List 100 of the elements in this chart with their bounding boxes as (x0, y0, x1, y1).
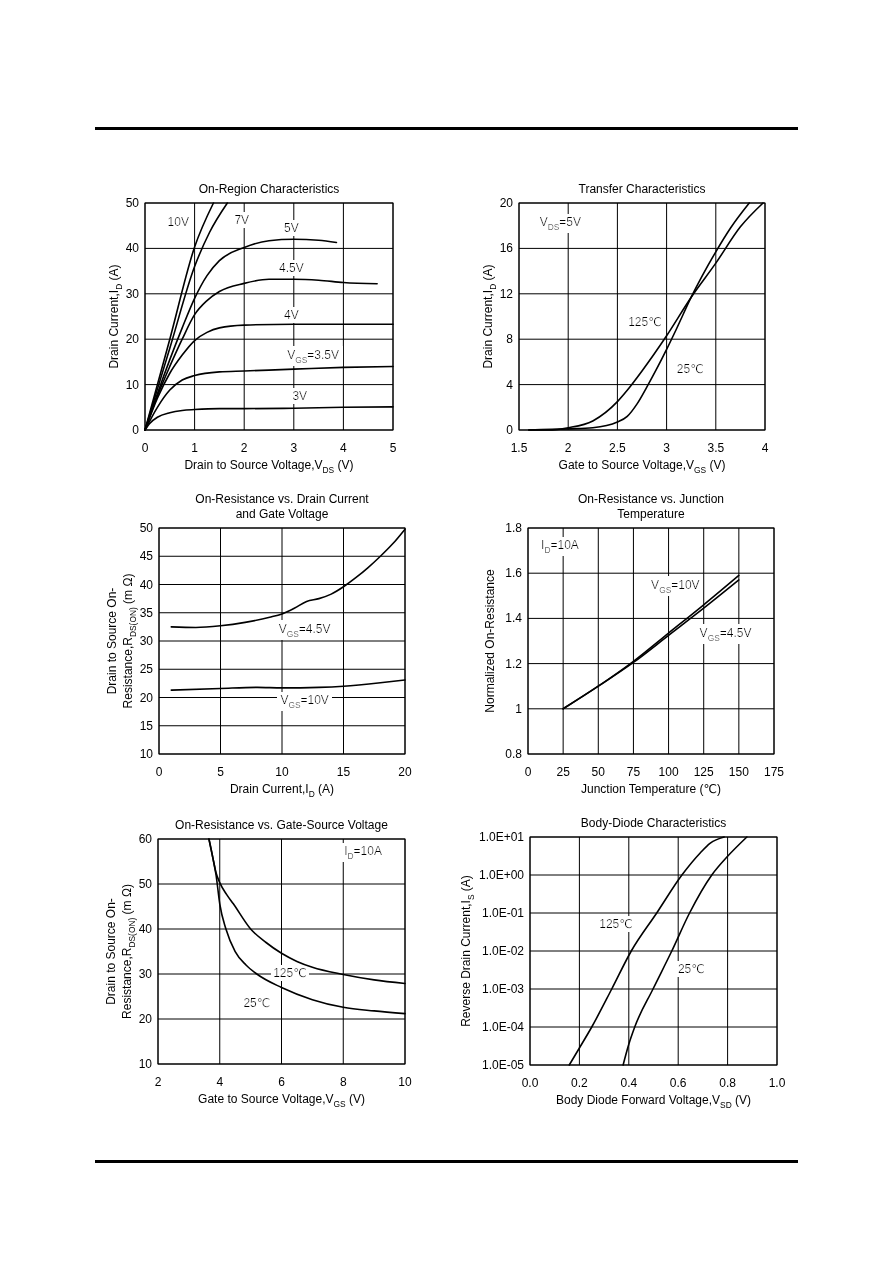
x-tick-label: 4 (216, 1075, 224, 1089)
x-tick-label: 2 (564, 441, 572, 455)
y-tick-label: 1.6 (505, 566, 523, 581)
x-tick-label: 1.0 (768, 1076, 786, 1090)
x-axis-title: Body Diode Forward Voltage,V$_{SD}$ (V) (555, 1093, 752, 1110)
x-tick-label: 50 (591, 765, 606, 779)
y-axis-title: Normalized On-Resistance (483, 568, 498, 713)
x-tick-label: 0 (155, 765, 163, 779)
series-label: 3V (292, 388, 308, 403)
x-tick-label: 10 (275, 765, 289, 779)
x-tick-label: 2 (154, 1075, 162, 1089)
series-label: V$_{GS}$=10V (280, 692, 329, 710)
y-tick-label: 1.0E-04 (481, 1020, 525, 1034)
y-tick-label: 45 (139, 549, 154, 564)
y-tick-label: 40 (138, 922, 153, 936)
x-tick-label: 4 (340, 441, 348, 455)
y-tick-label: 1.0E-03 (481, 982, 525, 996)
x-tick-label: 150 (728, 765, 750, 779)
y-tick-label: 20 (125, 332, 140, 347)
y-tick-label: 4 (506, 377, 514, 392)
x-tick-label: 1 (191, 441, 199, 455)
x-tick-label: 125 (693, 765, 715, 779)
x-tick-label: 4 (761, 441, 769, 455)
annotation: I$_{D}$=10A (541, 537, 579, 555)
y-tick-label: 1 (515, 701, 523, 716)
series-label: 25℃ (243, 996, 271, 1011)
x-tick-label: 75 (626, 765, 641, 779)
x-tick-label: 10 (398, 1075, 412, 1089)
y-tick-label: 40 (139, 577, 154, 592)
y-tick-label: 50 (125, 196, 140, 210)
series-label: 10V (167, 215, 189, 230)
series-label: 4V (283, 307, 299, 322)
x-tick-label: 15 (336, 765, 351, 779)
x-tick-label: 3 (663, 441, 671, 455)
series-label: V$_{GS}$=4.5V (278, 621, 331, 639)
x-tick-label: 0.8 (719, 1076, 737, 1090)
x-tick-label: 6 (278, 1075, 286, 1089)
y-tick-label: 1.8 (505, 521, 523, 535)
x-tick-label: 0.0 (521, 1076, 539, 1090)
x-tick-label: 1.5 (510, 441, 528, 455)
y-tick-label: 35 (139, 605, 154, 620)
chart-title: On-Resistance vs. Drain Current and Gate Voltage (195, 492, 370, 521)
y-tick-label: 12 (499, 286, 514, 301)
x-tick-label: 0.6 (669, 1076, 687, 1090)
x-tick-label: 5 (217, 765, 225, 779)
y-tick-label: 10 (138, 1057, 153, 1071)
y-tick-label: 20 (139, 690, 154, 705)
series-label: 5V (283, 221, 299, 236)
y-tick-label: 1.0E+01 (478, 830, 525, 844)
chart-title: Body-Diode Characteristics (580, 816, 727, 830)
series-label: V$_{GS}$=3.5V (287, 347, 340, 365)
chart-title: Transfer Characteristics (578, 182, 706, 196)
x-axis-title: Junction Temperature (℃) (581, 782, 721, 796)
series-label: V$_{GS}$=4.5V (699, 625, 752, 643)
x-tick-label: 100 (658, 765, 679, 779)
y-tick-label: 30 (139, 634, 154, 648)
x-tick-label: 3.5 (707, 441, 725, 455)
y-tick-label: 1.0E+00 (478, 868, 525, 882)
y-tick-label: 1.0E-02 (481, 944, 525, 958)
y-tick-label: 1.0E-05 (481, 1058, 525, 1072)
chart-title: On-Resistance vs. Gate-Source Voltage (175, 818, 389, 832)
y-tick-label: 1.4 (505, 611, 523, 626)
x-tick-label: 2 (240, 441, 248, 455)
series-label: 125℃ (273, 965, 307, 980)
y-tick-label: 60 (138, 832, 153, 846)
series-label: 25℃ (677, 961, 705, 976)
series-label: 125℃ (628, 315, 662, 330)
x-tick-label: 5 (389, 441, 397, 455)
annotation: I$_{D}$=10A (344, 844, 382, 862)
y-tick-label: 20 (499, 196, 514, 210)
y-tick-label: 8 (506, 332, 514, 347)
y-tick-label: 0 (506, 423, 514, 437)
y-tick-label: 50 (138, 877, 153, 891)
y-tick-label: 30 (138, 967, 153, 981)
y-tick-label: 25 (139, 662, 154, 677)
series-label: 25℃ (676, 361, 704, 376)
y-tick-label: 30 (125, 286, 140, 301)
x-tick-label: 3 (290, 441, 298, 455)
series-label: 125℃ (599, 917, 633, 932)
y-tick-label: 10 (125, 377, 140, 392)
y-tick-label: 15 (139, 718, 154, 733)
x-tick-label: 2.5 (609, 441, 627, 455)
y-tick-label: 20 (138, 1012, 153, 1026)
y-tick-label: 40 (125, 241, 140, 256)
x-tick-label: 175 (763, 765, 785, 779)
y-tick-label: 1.0E-01 (481, 906, 525, 920)
y-tick-label: 1.2 (505, 656, 523, 671)
annotation: V$_{DS}$=5V (539, 215, 581, 233)
x-tick-label: 8 (339, 1075, 347, 1089)
y-tick-label: 10 (139, 747, 154, 761)
x-tick-label: 25 (556, 765, 571, 779)
series-label: 4.5V (278, 261, 304, 276)
x-tick-label: 20 (398, 765, 412, 779)
y-tick-label: 0.8 (505, 747, 523, 761)
x-axis-title: Drain Current,I$_{D}$ (A) (229, 782, 335, 799)
x-axis-title: Drain to Source Voltage,V$_{DS}$ (V) (184, 458, 354, 475)
chart-title: On-Region Characteristics (198, 182, 340, 196)
y-tick-label: 50 (139, 521, 154, 535)
x-axis-title: Gate to Source Voltage,V$_{GS}$ (V) (198, 1092, 365, 1109)
series-label: V$_{GS}$=10V (651, 577, 700, 595)
